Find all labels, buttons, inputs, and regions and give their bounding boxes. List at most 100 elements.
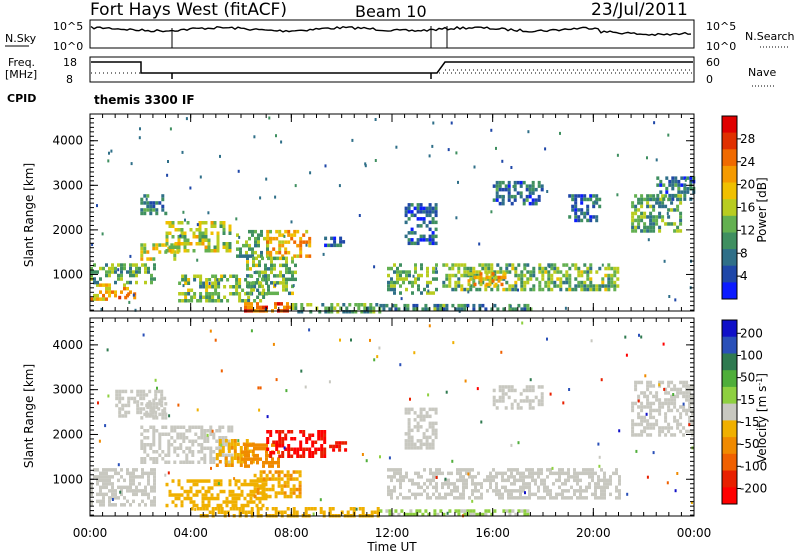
echo-cell <box>211 507 215 511</box>
power-colorbar-label: Power [dB] <box>755 177 769 242</box>
echo-cell <box>239 446 243 450</box>
echo-cell <box>254 240 257 244</box>
scatter-point <box>219 154 221 158</box>
echo-cell <box>558 485 561 490</box>
echo-cell <box>523 266 527 271</box>
echo-cell <box>412 303 416 308</box>
echo-cell <box>613 270 617 274</box>
echo-cell <box>171 221 175 225</box>
echo-cell <box>664 204 668 209</box>
echo-cell <box>531 184 535 188</box>
echo-cell <box>525 496 528 500</box>
echo-cell <box>634 422 638 427</box>
echo-cell <box>152 243 156 247</box>
echo-cell <box>528 485 531 490</box>
echo-cell <box>209 432 213 436</box>
echo-cell <box>348 310 352 314</box>
echo-cell <box>604 287 608 292</box>
echo-cell <box>292 510 296 514</box>
echo-cell <box>468 471 471 476</box>
echo-cell <box>583 287 587 292</box>
echo-cell <box>576 475 579 479</box>
echo-cell <box>179 446 183 450</box>
echo-cell <box>451 287 455 292</box>
echo-cell <box>259 299 263 303</box>
echo-cell <box>321 303 325 307</box>
echo-cell <box>513 180 517 185</box>
echo-cell <box>140 402 144 406</box>
echo-cell <box>268 477 272 481</box>
echo-cell <box>93 280 96 285</box>
echo-cell <box>224 439 228 443</box>
echo-cell <box>459 478 462 483</box>
echo-cell <box>283 473 287 478</box>
echo-cell <box>396 496 399 500</box>
echo-cell <box>193 274 197 278</box>
echo-cell <box>631 419 635 423</box>
echo-cell <box>640 419 644 423</box>
echo-cell <box>664 391 668 395</box>
echo-cell <box>528 482 531 486</box>
echo-cell <box>528 385 532 389</box>
echo-cell <box>580 194 584 198</box>
echo-cell <box>489 478 492 483</box>
echo-cell <box>180 242 184 246</box>
echo-cell <box>293 254 297 258</box>
echo-cell <box>579 496 582 500</box>
echo-cell <box>670 401 674 406</box>
echo-cell <box>616 277 620 281</box>
colorbar-segment <box>722 420 737 438</box>
echo-cell <box>146 453 150 457</box>
echo-cell <box>501 492 504 497</box>
noise-right-tick-bottom: 10^0 <box>706 40 736 53</box>
echo-cell <box>218 439 222 443</box>
echo-cell <box>260 229 263 234</box>
echo-cell <box>679 218 683 223</box>
echo-cell <box>200 429 204 433</box>
echo-cell <box>396 471 399 476</box>
echo-cell <box>144 471 147 476</box>
echo-cell <box>600 478 603 483</box>
echo-cell <box>517 273 521 278</box>
echo-cell <box>124 295 128 300</box>
scatter-point <box>559 131 561 135</box>
echo-cell <box>158 436 162 440</box>
echo-cell <box>517 509 521 513</box>
echo-cell <box>561 471 564 476</box>
echo-cell <box>658 426 662 430</box>
echo-cell <box>99 503 102 507</box>
echo-cell <box>191 450 195 454</box>
echo-cell <box>414 263 417 267</box>
echo-cell <box>403 303 407 308</box>
echo-cell <box>682 433 686 437</box>
echo-cell <box>540 184 544 188</box>
echo-cell <box>135 468 138 472</box>
echo-cell <box>265 473 269 478</box>
echo-cell <box>255 479 259 483</box>
echo-cell <box>520 509 524 513</box>
colorbar-tick-label: -50 <box>740 437 760 451</box>
echo-cell <box>404 432 408 436</box>
echo-cell <box>227 429 231 433</box>
echo-cell <box>155 416 159 420</box>
echo-cell <box>142 393 146 397</box>
echo-cell <box>96 482 99 486</box>
echo-cell <box>308 243 312 248</box>
echo-cell <box>204 228 208 232</box>
echo-cell <box>215 456 219 460</box>
echo-cell <box>442 263 446 267</box>
velocity-colorbar-label: Velocity [m s-1] <box>755 373 770 463</box>
echo-cell <box>346 510 350 514</box>
echo-cell <box>416 439 420 443</box>
echo-cell <box>419 418 423 422</box>
echo-cell <box>142 396 146 401</box>
echo-cell <box>550 273 554 278</box>
echo-cell <box>574 211 578 216</box>
scatter-point <box>130 162 133 166</box>
echo-cell <box>252 260 255 264</box>
echo-cell <box>216 235 220 239</box>
echo-cell <box>121 407 125 411</box>
echo-cell <box>191 439 195 443</box>
echo-cell <box>610 280 614 285</box>
